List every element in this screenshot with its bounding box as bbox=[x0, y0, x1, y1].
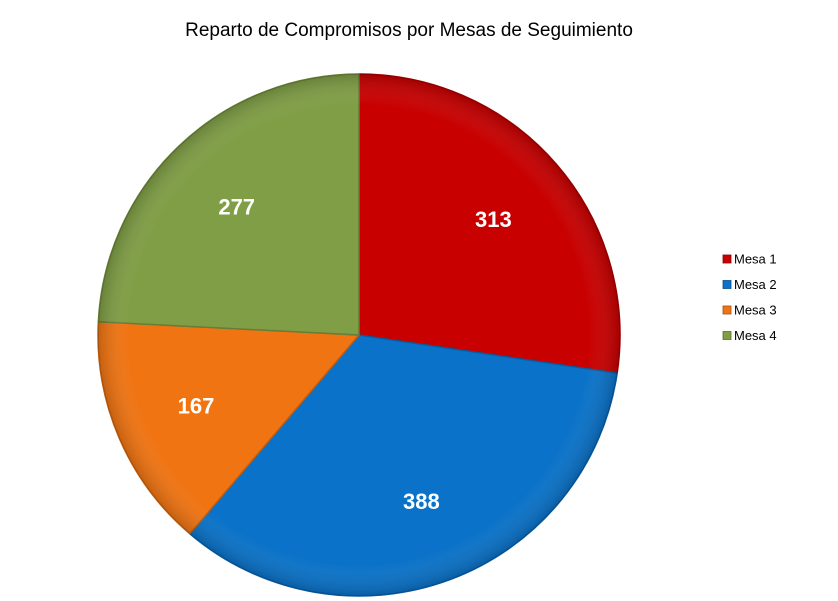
data-label-mesa-4: 277 bbox=[218, 194, 255, 219]
data-label-mesa-1: 313 bbox=[475, 207, 512, 232]
legend-swatch bbox=[722, 280, 732, 289]
data-label-mesa-3: 167 bbox=[178, 393, 215, 418]
legend-item-mesa-4: Mesa 4 bbox=[722, 328, 777, 343]
chart-title: Reparto de Compromisos por Mesas de Segu… bbox=[185, 20, 633, 41]
pie-slices bbox=[97, 73, 621, 597]
legend-label: Mesa 3 bbox=[734, 303, 777, 318]
legend-item-mesa-1: Mesa 1 bbox=[722, 252, 777, 267]
legend-swatch bbox=[722, 254, 732, 264]
legend-label: Mesa 4 bbox=[734, 328, 777, 343]
legend-item-mesa-2: Mesa 2 bbox=[722, 277, 777, 292]
pie-data-labels: 313 388 167 277 bbox=[178, 194, 512, 514]
legend-label: Mesa 2 bbox=[734, 277, 777, 292]
legend-swatch bbox=[722, 305, 732, 315]
data-label-mesa-2: 388 bbox=[403, 489, 440, 514]
legend: Mesa 1 Mesa 2 Mesa 3 Mesa 4 bbox=[722, 252, 777, 343]
legend-label: Mesa 1 bbox=[734, 252, 777, 267]
legend-item-mesa-3: Mesa 3 bbox=[722, 303, 777, 318]
legend-swatch bbox=[722, 331, 732, 340]
